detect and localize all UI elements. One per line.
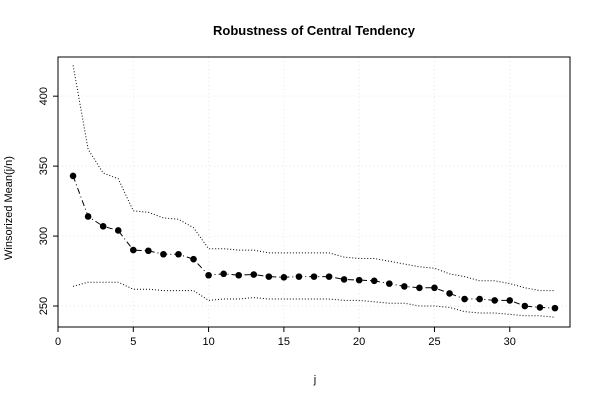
points-layer (69, 172, 559, 312)
data-point (145, 247, 152, 255)
data-point (190, 255, 197, 263)
y-axis: 250 300 350 400 (38, 87, 58, 315)
data-point (431, 284, 438, 292)
data-point (114, 227, 122, 234)
data-point (491, 297, 499, 304)
data-point (99, 222, 107, 230)
data-point (160, 250, 167, 258)
y-tick-label: 250 (38, 297, 50, 315)
data-point (401, 283, 408, 290)
data-point (250, 271, 258, 278)
data-point (84, 213, 92, 220)
data-point (476, 295, 483, 303)
data-point (461, 295, 468, 303)
x-tick-label: 10 (202, 336, 214, 348)
data-point (69, 172, 77, 180)
x-tick-label: 0 (55, 336, 61, 348)
data-point (385, 280, 393, 287)
plot-frame (57, 56, 571, 328)
x-tick-label: 25 (428, 336, 440, 348)
data-point (310, 273, 318, 280)
data-point (265, 273, 273, 280)
data-point (355, 276, 363, 284)
y-tick-label: 400 (38, 87, 50, 105)
data-point (235, 271, 243, 279)
data-point (551, 304, 559, 312)
data-point (416, 284, 423, 292)
x-tick-label: 5 (130, 336, 136, 348)
data-point (506, 297, 514, 304)
y-axis-label: Winsorized Mean(j/n) (3, 156, 15, 260)
data-point (175, 250, 182, 258)
data-point (446, 290, 453, 297)
x-tick-label: 30 (504, 336, 516, 348)
data-point (220, 270, 227, 278)
y-tick-label: 350 (38, 157, 50, 175)
data-point (280, 274, 288, 281)
series-line-lower (72, 281, 555, 318)
data-point (340, 276, 348, 283)
data-point (521, 302, 529, 310)
data-point (536, 304, 544, 311)
x-tick-label: 20 (353, 336, 365, 348)
data-point (295, 273, 303, 280)
data-point (205, 271, 212, 279)
x-axis-label: j (313, 374, 316, 386)
data-point (370, 277, 378, 285)
data-point (129, 246, 137, 254)
x-tick-label: 15 (278, 336, 290, 348)
y-tick-label: 300 (38, 227, 50, 245)
series-line-upper (72, 65, 555, 292)
x-axis: 0 5 10 15 20 25 30 (55, 327, 516, 348)
data-point (325, 273, 333, 280)
chart-title: Robustness of Central Tendency (213, 23, 416, 38)
